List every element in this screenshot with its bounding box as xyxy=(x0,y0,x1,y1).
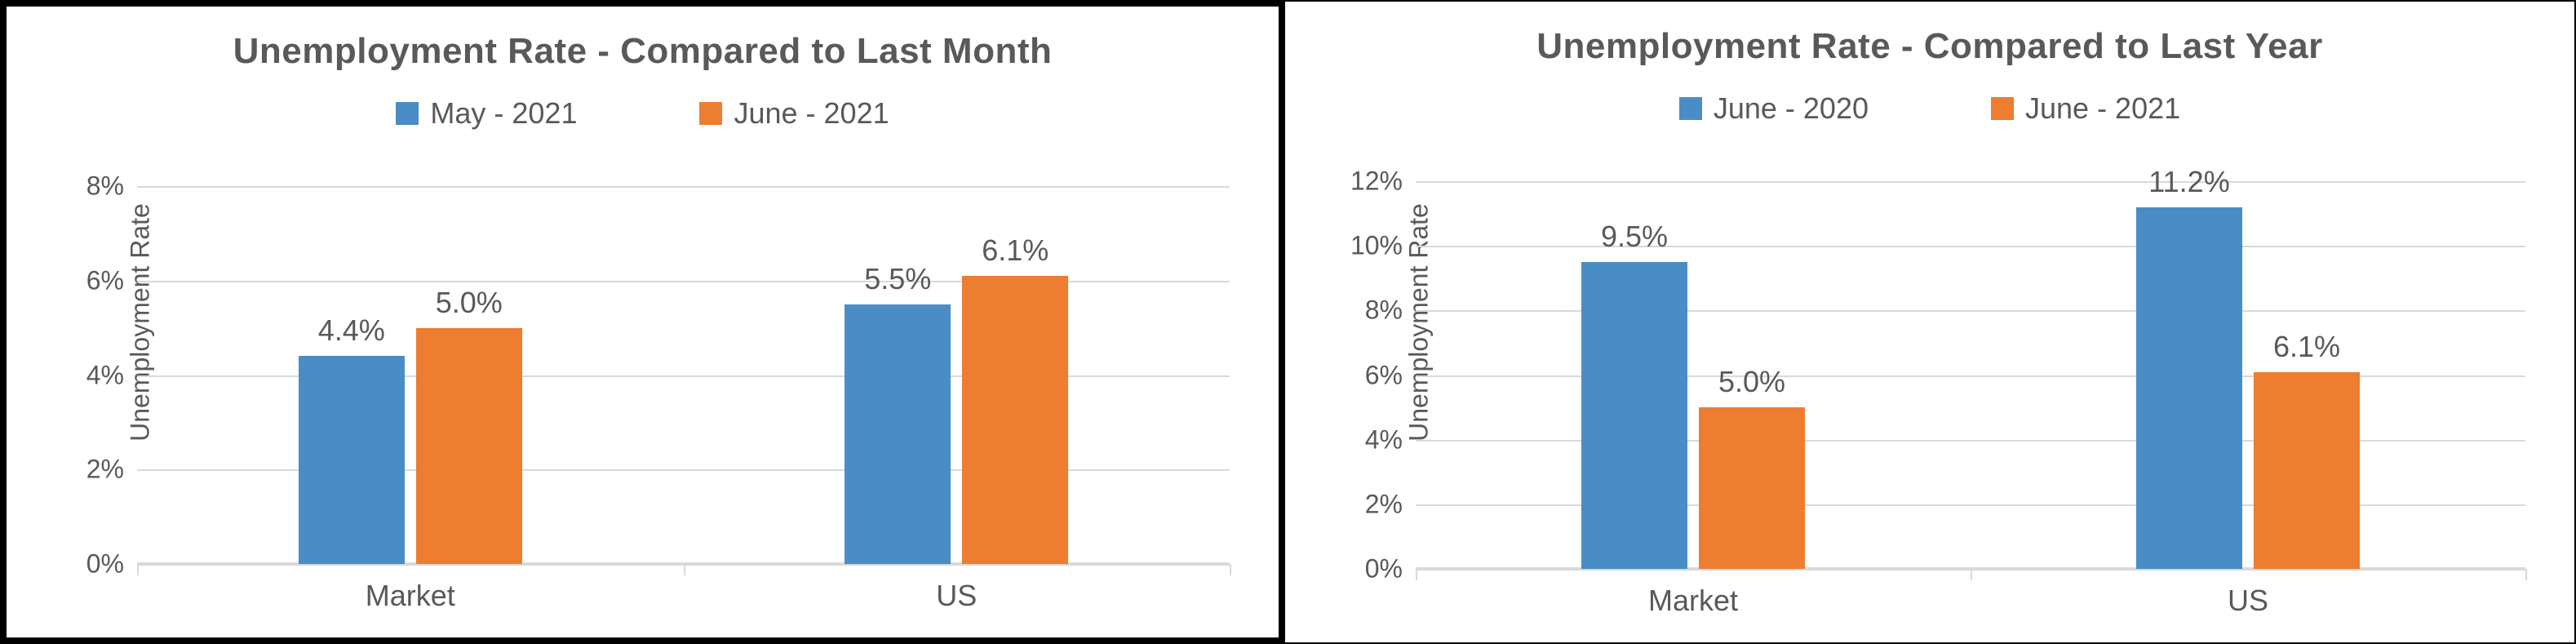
y-tick-label: 0% xyxy=(1365,554,1416,584)
bar: 5.0% xyxy=(416,328,522,564)
legend-swatch xyxy=(1991,97,2014,120)
bar-value-label: 11.2% xyxy=(2148,165,2229,207)
bar-groups: 9.5%5.0%Market11.2%6.1%US xyxy=(1416,181,2525,569)
bar: 6.1% xyxy=(2254,372,2360,569)
legend-item: June - 2020 xyxy=(1679,91,1869,126)
legend-item: June - 2021 xyxy=(1991,91,2180,126)
bar-value-label: 6.1% xyxy=(982,233,1049,276)
chart-legend: May - 2021 June - 2021 xyxy=(7,96,1279,131)
legend-swatch xyxy=(396,102,419,125)
chart-plot-area: 0%2%4%6%8%4.4%5.0%Market5.5%6.1%US xyxy=(137,186,1230,564)
bar: 11.2% xyxy=(2136,207,2242,569)
legend-label: June - 2020 xyxy=(1714,91,1869,126)
y-tick-label: 6% xyxy=(86,265,137,295)
bar: 5.5% xyxy=(845,304,951,564)
legend-item: June - 2021 xyxy=(699,96,889,131)
bar: 9.5% xyxy=(1581,262,1687,569)
bar-group: 5.5%6.1%US xyxy=(684,186,1230,564)
y-tick-label: 2% xyxy=(86,455,137,485)
legend-swatch xyxy=(699,102,722,125)
chart-panel-last-month: Unemployment Rate - Compared to Last Mon… xyxy=(0,0,1285,644)
bar-group: 4.4%5.0%Market xyxy=(137,186,684,564)
legend-swatch xyxy=(1679,97,1702,120)
x-tick-mark xyxy=(1230,564,1231,575)
y-tick-label: 4% xyxy=(1365,424,1416,455)
bar-groups: 4.4%5.0%Market5.5%6.1%US xyxy=(137,186,1230,564)
chart-title: Unemployment Rate - Compared to Last Mon… xyxy=(7,31,1279,72)
bar-value-label: 4.4% xyxy=(318,313,385,356)
chart-legend: June - 2020 June - 2021 xyxy=(1285,91,2574,126)
y-tick-label: 8% xyxy=(86,171,137,202)
category-label: Market xyxy=(1648,569,1738,618)
x-tick-mark xyxy=(1971,569,1972,580)
bar-group: 11.2%6.1%US xyxy=(1971,181,2525,569)
x-tick-mark xyxy=(684,564,685,575)
x-tick-mark xyxy=(137,564,139,575)
y-tick-label: 2% xyxy=(1365,489,1416,519)
bar-value-label: 6.1% xyxy=(2273,330,2340,372)
bar-value-label: 5.5% xyxy=(864,262,931,304)
y-tick-label: 12% xyxy=(1350,167,1416,197)
y-tick-label: 0% xyxy=(86,549,137,580)
bar: 4.4% xyxy=(299,356,405,564)
category-label: Market xyxy=(366,564,455,613)
legend-label: May - 2021 xyxy=(430,96,577,131)
chart-title: Unemployment Rate - Compared to Last Yea… xyxy=(1285,26,2574,67)
bar-value-label: 5.0% xyxy=(436,286,503,328)
x-tick-mark xyxy=(2525,569,2527,580)
bar-value-label: 9.5% xyxy=(1601,220,1668,262)
chart-panel-last-year: Unemployment Rate - Compared to Last Yea… xyxy=(1285,0,2576,644)
x-tick-mark xyxy=(1416,569,1417,580)
bar-group: 9.5%5.0%Market xyxy=(1416,181,1971,569)
legend-item: May - 2021 xyxy=(396,96,577,131)
category-label: US xyxy=(2228,569,2268,618)
charts-container: Unemployment Rate - Compared to Last Mon… xyxy=(0,0,2576,644)
legend-label: June - 2021 xyxy=(734,96,889,131)
y-tick-label: 6% xyxy=(1365,360,1416,390)
legend-label: June - 2021 xyxy=(2025,91,2180,126)
bar: 5.0% xyxy=(1699,407,1805,569)
bar: 6.1% xyxy=(962,276,1068,564)
bar-value-label: 5.0% xyxy=(1718,365,1785,407)
chart-plot-area: 0%2%4%6%8%10%12%9.5%5.0%Market11.2%6.1%U… xyxy=(1416,181,2525,569)
category-label: US xyxy=(936,564,977,613)
y-tick-label: 8% xyxy=(1365,295,1416,326)
y-tick-label: 10% xyxy=(1350,231,1416,261)
y-tick-label: 4% xyxy=(86,360,137,390)
